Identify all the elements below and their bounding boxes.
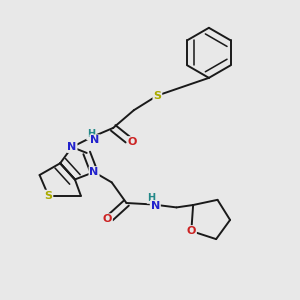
Text: O: O [128, 137, 137, 147]
Text: S: S [44, 190, 52, 201]
Text: H: H [147, 193, 155, 203]
Text: N: N [90, 135, 100, 145]
Text: O: O [103, 214, 112, 224]
Text: H: H [87, 129, 95, 140]
Text: N: N [67, 142, 76, 152]
Text: N: N [89, 167, 99, 177]
Text: S: S [153, 91, 161, 100]
Text: O: O [187, 226, 196, 236]
Text: N: N [151, 201, 160, 211]
